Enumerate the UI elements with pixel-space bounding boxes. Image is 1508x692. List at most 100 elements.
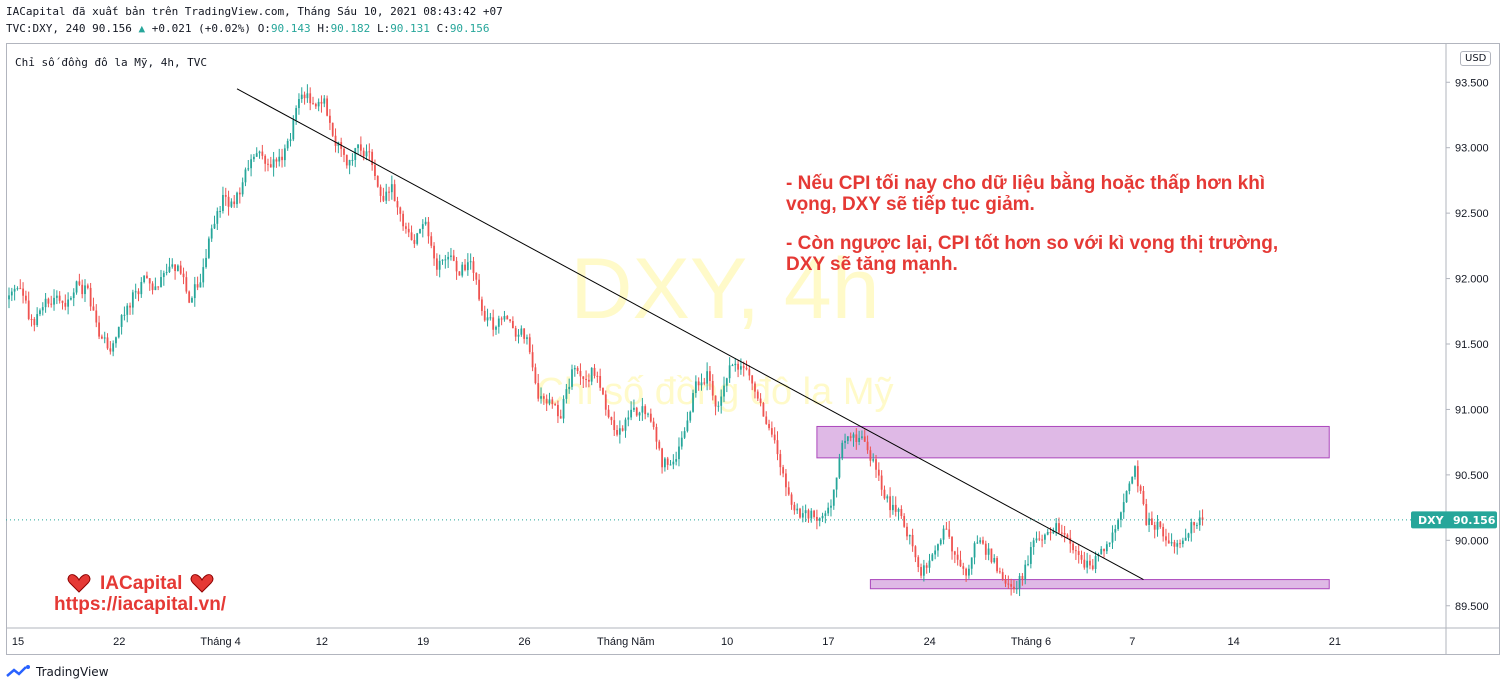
trendline-layer[interactable]	[236, 88, 1144, 581]
candle-body	[996, 558, 998, 572]
candle-body	[827, 507, 830, 514]
candle-body	[706, 371, 709, 384]
candle-body	[804, 510, 807, 514]
candle-body	[362, 150, 365, 157]
candle-body	[78, 281, 81, 285]
candle-body	[283, 148, 286, 161]
candle-body	[922, 565, 925, 576]
trendline	[236, 88, 1144, 581]
candle-body	[148, 278, 151, 284]
x-tick-label: 12	[316, 636, 328, 648]
candle-body	[365, 151, 368, 157]
y-tick-label: 91.000	[1455, 404, 1489, 416]
candle-body	[709, 371, 711, 381]
candle-body	[942, 528, 945, 540]
candle-body	[720, 396, 723, 406]
candle-body	[67, 299, 70, 307]
zones-layer	[816, 425, 1330, 590]
candle-body	[982, 540, 984, 544]
candle-body	[1063, 532, 1066, 535]
candle-body	[1077, 551, 1080, 555]
chart-frame	[6, 43, 1500, 655]
candle-body	[1060, 532, 1063, 534]
candle-body	[450, 255, 452, 257]
candle-body	[24, 295, 27, 301]
candle-body	[13, 288, 16, 292]
candle-body	[303, 94, 306, 99]
candle-body	[663, 458, 666, 468]
annotation-note2-line2: DXY sẽ tăng mạnh.	[786, 254, 958, 275]
candle-body	[157, 286, 160, 288]
candle-body	[585, 378, 587, 380]
candle-body	[610, 417, 613, 421]
candle-body	[641, 406, 644, 413]
candle-body	[371, 151, 374, 166]
candle-body	[1038, 538, 1041, 540]
candle-body	[534, 367, 537, 384]
candle-body	[813, 510, 815, 517]
x-tick-label: 22	[113, 636, 125, 648]
candle-body	[914, 546, 917, 558]
candle-body	[1004, 579, 1007, 584]
candle-body	[224, 194, 227, 197]
candle-body	[253, 156, 255, 160]
candle-body	[495, 326, 497, 330]
branding: IACapital https://iacapital.vn/	[54, 573, 227, 615]
candle-body	[863, 436, 866, 442]
candle-body	[160, 277, 162, 288]
candle-body	[602, 387, 604, 395]
brand-url[interactable]: https://iacapital.vn/	[54, 594, 227, 615]
price-change: +0.021 (+0.02%)	[151, 22, 252, 35]
candle-body	[596, 375, 599, 377]
candle-body	[633, 407, 635, 410]
candle-body	[579, 370, 582, 377]
candle-body	[993, 558, 996, 563]
candle-body	[1013, 586, 1015, 590]
candle-body	[267, 163, 269, 165]
candle-body	[165, 272, 168, 274]
candle-body	[652, 421, 655, 427]
candle-body	[1122, 502, 1125, 513]
candle-body	[1018, 575, 1021, 589]
candle-body	[115, 337, 117, 344]
candle-body	[1035, 538, 1038, 541]
price-scale[interactable]: 93.500 93.000 92.500 92.000 91.500 91.000 90.5…	[1446, 77, 1489, 613]
candle-body	[100, 336, 103, 339]
candle-body	[751, 375, 754, 384]
candle-body	[503, 316, 506, 320]
currency-button[interactable]: USD	[1460, 51, 1492, 66]
high-value: 90.182	[330, 22, 371, 35]
candle-body	[475, 272, 478, 280]
candle-body	[399, 207, 402, 214]
candle-body	[424, 221, 427, 225]
candle-body	[1145, 504, 1148, 525]
candle-body	[30, 319, 33, 321]
candle-body	[19, 288, 22, 290]
candle-body	[334, 135, 337, 146]
candle-body	[1100, 548, 1103, 555]
candle-body	[998, 571, 1001, 573]
time-scale[interactable]: 15 22 Tháng 4 12 19 26 Tháng Năm 10 17 24 Tháng 6 7…	[12, 636, 1341, 648]
candle-body	[1055, 523, 1058, 532]
candle-body	[675, 459, 678, 462]
candle-body	[599, 376, 602, 388]
x-tick-label: Tháng 6	[1011, 636, 1051, 648]
candle-body	[1001, 572, 1004, 580]
candle-body	[179, 265, 182, 274]
candle-body	[317, 101, 320, 107]
footer: TradingView	[6, 664, 109, 680]
candle-body	[466, 262, 469, 271]
candle-body	[329, 115, 331, 123]
candle-body	[1165, 536, 1167, 541]
candle-body	[196, 284, 199, 288]
candle-body	[700, 382, 703, 386]
candle-body	[624, 419, 627, 431]
annotation-note1-line2: vọng, DXY sẽ tiếp tục giảm.	[786, 194, 1035, 215]
x-tick-label: 19	[417, 636, 429, 648]
candle-body	[452, 255, 455, 261]
y-tick-label: 93.000	[1455, 143, 1489, 155]
footer-brand[interactable]: TradingView	[36, 665, 109, 679]
candle-body	[407, 228, 410, 233]
candle-body	[908, 534, 911, 537]
